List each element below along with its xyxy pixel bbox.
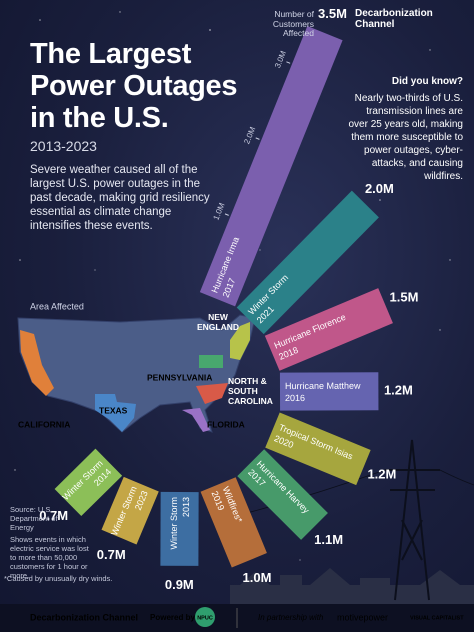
subtitle: 2013-2023: [30, 138, 97, 154]
npuc: NPUC: [197, 615, 213, 621]
tick-mark: [286, 61, 291, 64]
axis-title: Number of Customers Affected: [272, 9, 314, 38]
value-label: 1.0M: [243, 570, 272, 585]
bar: [236, 190, 379, 335]
y-tick-label: 3.0M: [273, 49, 288, 69]
bar-group: [160, 491, 199, 566]
partnership: In partnership with: [258, 613, 324, 622]
title-line: Power Outages: [30, 70, 238, 102]
value-label: 0.7M: [39, 508, 68, 523]
description: Severe weather caused all of the largest…: [30, 164, 210, 232]
stars: [14, 11, 451, 561]
partner: motivepower: [337, 612, 388, 622]
florida: [182, 408, 210, 432]
us-map: [17, 314, 256, 433]
bar-label-group: Hurricane Matthew 2016: [285, 381, 361, 403]
bar: [279, 372, 379, 411]
region-label: TEXAS: [99, 405, 128, 415]
new-england: [230, 322, 250, 360]
california: [20, 330, 54, 396]
region-label: NEW ENGLAND: [196, 312, 240, 332]
tick-mark: [224, 213, 229, 216]
npuc-logo: [195, 607, 215, 627]
bar-group: [200, 477, 267, 568]
value-label: 2.0M: [365, 181, 394, 196]
bar-group: [279, 372, 379, 411]
bar-group: [236, 190, 379, 335]
y-tick-label: 2.0M: [242, 125, 257, 145]
bar-label-group: Winter Storm 2013: [169, 497, 191, 550]
title-line: The Largest: [30, 38, 192, 70]
bar: [264, 288, 393, 371]
fact-heading: Did you know?: [391, 76, 463, 87]
powered-by: Powered by: [150, 613, 195, 622]
carolinas: [196, 383, 228, 404]
value-label: 3.5M: [318, 6, 347, 21]
region-label: PENNSYLVANIA: [147, 372, 212, 382]
map-title: Area Affected: [30, 301, 84, 311]
bar: [199, 26, 343, 307]
fact-text: Nearly two-thirds of U.S. transmission l…: [348, 93, 463, 182]
publisher: VISUAL CAPITALIST: [410, 615, 464, 621]
bar: [160, 491, 199, 566]
value-label: 1.2M: [384, 383, 413, 398]
bar-group: [54, 448, 123, 517]
region-label: NORTH & SOUTH CAROLINA: [228, 376, 273, 406]
region-label: CALIFORNIA: [18, 419, 70, 429]
bar-group: [101, 476, 159, 545]
bar-group: [199, 26, 343, 307]
source: Source: U.S. Department of Energy: [10, 505, 58, 532]
bar-year: 2013: [181, 497, 191, 517]
bar-group: [265, 412, 371, 486]
value-label: 0.9M: [165, 577, 194, 592]
bar: [101, 476, 159, 545]
bar-category: Winter Storm: [169, 497, 179, 550]
definition: Shows events in which electric service w…: [10, 535, 89, 580]
city-silhouette: [230, 568, 474, 605]
bar-year: 2016: [285, 393, 305, 403]
bar: [237, 449, 328, 540]
bar: [200, 477, 267, 568]
footer-brand: Decarbonization Channel: [30, 612, 138, 622]
bar: [265, 412, 371, 486]
title-line: in the U.S.: [30, 102, 169, 134]
bar: [54, 448, 123, 517]
value-label: 1.5M: [390, 289, 419, 304]
value-label: 1.2M: [367, 467, 396, 482]
value-label: 0.7M: [97, 547, 126, 562]
value-label: 1.1M: [314, 532, 343, 547]
bar-group: [264, 288, 393, 371]
us-outline: [17, 314, 256, 433]
pennsylvania: [199, 355, 223, 368]
region-label: FLORIDA: [207, 419, 245, 429]
brand: Decarbonization Channel: [355, 8, 433, 30]
bar-group: [237, 449, 328, 540]
bar-category: Hurricane Matthew: [285, 381, 361, 391]
texas: [95, 394, 136, 432]
footnote: *Caused by unusually dry winds.: [4, 574, 113, 583]
tick-mark: [255, 137, 260, 140]
